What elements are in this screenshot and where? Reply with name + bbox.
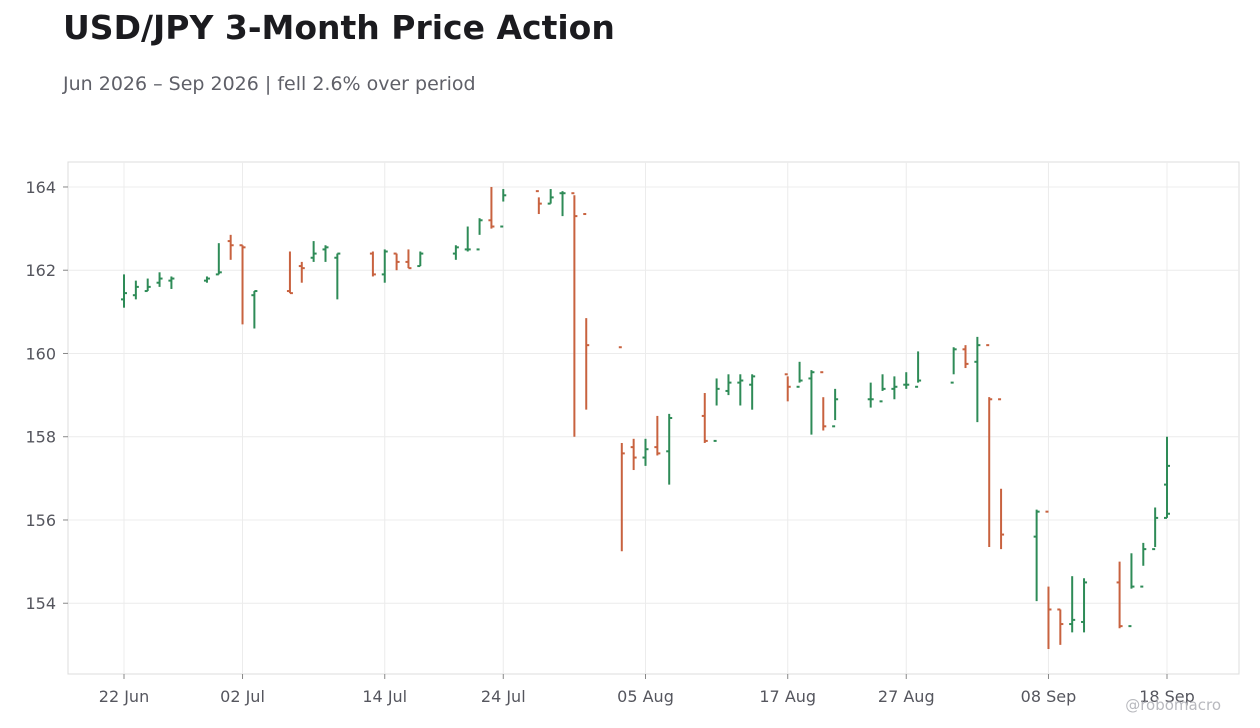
ohlc-bar xyxy=(583,213,590,410)
x-tick-label: 18 Sep xyxy=(1139,687,1195,706)
ohlc-bar xyxy=(1164,457,1170,498)
ohlc-bar xyxy=(998,398,1005,550)
ohlc-bar xyxy=(867,382,874,408)
x-tick-label: 24 Jul xyxy=(481,687,526,706)
ohlc-bar xyxy=(1140,542,1147,588)
ohlc-bar xyxy=(286,251,293,295)
ohlc-bar xyxy=(405,249,412,270)
ohlc-bar xyxy=(310,241,317,262)
ohlc-bar xyxy=(571,192,578,437)
ohlc-bar xyxy=(879,374,886,403)
ohlc-bar xyxy=(500,189,507,228)
ohlc-bar xyxy=(642,438,649,466)
ohlc-bar xyxy=(784,373,791,402)
ohlc-bar xyxy=(334,252,341,300)
ohlc-bar xyxy=(796,361,803,388)
y-tick-label: 162 xyxy=(25,261,56,280)
ohlc-bar xyxy=(1116,561,1123,629)
ohlc-bar xyxy=(227,234,234,260)
ohlc-bar xyxy=(974,336,981,423)
ohlc-bar xyxy=(1033,509,1040,602)
ohlc-bar xyxy=(393,252,400,271)
ohlc-bar xyxy=(986,344,993,548)
ohlc-bar xyxy=(417,251,424,268)
y-tick-label: 156 xyxy=(25,511,56,530)
y-tick-label: 160 xyxy=(25,344,56,363)
ohlc-bar xyxy=(630,438,637,471)
ohlc-bar xyxy=(1152,507,1159,551)
ohlc-bar xyxy=(808,370,815,435)
x-tick-label: 17 Aug xyxy=(759,687,816,706)
ohlc-bar xyxy=(915,351,922,388)
ohlc-bar xyxy=(215,243,222,276)
ohlc-bar xyxy=(725,374,732,396)
x-tick-label: 27 Aug xyxy=(878,687,935,706)
ohlc-bars xyxy=(121,186,1170,650)
x-axis: 22 Jun 02 Jul 14 Jul 24 Jul 05 Aug 17 Aug 27 A… xyxy=(99,674,1195,706)
ohlc-bar xyxy=(654,415,661,456)
ohlc-bar xyxy=(239,244,246,325)
y-tick-label: 164 xyxy=(25,178,56,197)
ohlc-bar xyxy=(962,345,969,369)
ohlc-bar xyxy=(476,218,483,251)
ohlc-bar xyxy=(547,189,554,205)
x-tick-label: 14 Jul xyxy=(362,687,407,706)
ohlc-bar xyxy=(452,245,459,260)
ohlc-bar xyxy=(203,276,210,283)
ohlc-bar xyxy=(369,251,376,277)
ohlc-bar xyxy=(666,413,673,485)
ohlc-bar xyxy=(132,280,139,300)
ohlc-bar xyxy=(891,376,898,400)
ohlc-bar xyxy=(713,378,720,442)
ohlc-bar xyxy=(156,272,163,287)
ohlc-bar xyxy=(488,186,495,229)
ohlc-bar xyxy=(1045,510,1052,650)
ohlc-bar xyxy=(322,245,329,262)
x-tick-label: 05 Aug xyxy=(617,687,674,706)
ohlc-bar xyxy=(121,274,127,308)
ohlc-bar xyxy=(903,372,910,389)
ohlc-bar xyxy=(749,374,756,410)
ohlc-bar xyxy=(251,290,258,329)
ohlc-bar xyxy=(298,261,305,283)
plot-frame xyxy=(67,161,1240,675)
ohlc-bar xyxy=(1069,576,1076,633)
ohlc-bar xyxy=(950,347,957,384)
ohlc-bar xyxy=(618,346,625,552)
ohlc-bar xyxy=(144,278,151,293)
x-tick-label: 22 Jun xyxy=(99,687,149,706)
ohlc-bar xyxy=(1128,553,1135,628)
ohlc-bar xyxy=(1057,608,1064,645)
y-tick-label: 158 xyxy=(25,428,56,447)
gridlines xyxy=(68,162,1239,674)
y-tick-label: 154 xyxy=(25,594,56,613)
ohlc-bar xyxy=(464,226,471,252)
ohlc-bar xyxy=(820,371,827,431)
ohlc-bar xyxy=(1081,578,1088,633)
chart-subtitle: Jun 2026 – Sep 2026 | fell 2.6% over per… xyxy=(63,73,476,95)
ohlc-bar xyxy=(832,388,839,428)
ohlc-bar xyxy=(559,191,566,217)
credit-watermark: @robomacro xyxy=(1125,696,1221,714)
ohlc-bar xyxy=(168,276,175,289)
ohlc-bar xyxy=(381,249,388,283)
x-tick-label: 08 Sep xyxy=(1021,687,1077,706)
x-tick-label: 02 Jul xyxy=(220,687,265,706)
y-axis: 154 156 158 160 162 164 xyxy=(25,178,68,613)
chart-title: USD/JPY 3-Month Price Action xyxy=(63,8,615,47)
ohlc-bar xyxy=(535,190,542,215)
ohlc-bar xyxy=(737,374,744,406)
ohlc-bar xyxy=(701,393,708,443)
